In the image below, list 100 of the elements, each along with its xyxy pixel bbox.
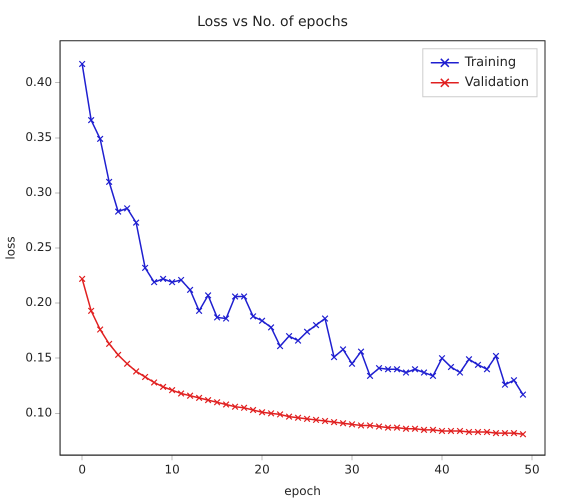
y-tick-label: 0.15 [25,350,52,364]
point [142,264,149,272]
point [492,430,500,437]
point [276,410,284,418]
point [358,348,364,356]
point [466,428,472,436]
point [456,369,464,376]
point [168,386,176,394]
point [520,391,526,398]
point [222,401,230,408]
point [214,314,221,321]
point [294,414,302,422]
point [268,324,274,331]
point [160,275,167,282]
point [196,307,203,314]
point [96,326,104,333]
point [484,428,490,436]
point [348,420,356,428]
point [150,278,158,286]
point [132,368,140,375]
point [88,307,95,314]
legend-label: Training [464,55,516,70]
point [322,418,328,424]
point [492,352,500,360]
point [448,364,454,370]
point [114,351,122,358]
point [438,428,446,434]
point [420,369,428,376]
point [96,135,104,142]
point [124,360,131,368]
point [366,372,374,380]
point [312,416,320,424]
point [250,406,257,414]
y-tick-label: 0.20 [25,295,52,310]
y-tick-label: 0.10 [25,405,52,420]
x-tick-label: 10 [164,462,180,477]
point [142,374,149,380]
point [376,364,382,372]
point [268,410,274,417]
point [358,422,364,429]
point [232,293,239,300]
point [240,293,248,300]
point [376,423,382,430]
x-tick-label: 50 [524,462,540,477]
point [150,379,158,386]
y-axis-title: loss [3,236,18,260]
point [294,337,302,344]
point [502,430,508,437]
point [168,278,176,286]
y-tick-label: 0.25 [25,240,52,254]
point [330,354,338,361]
point [348,360,356,368]
point [286,332,292,340]
point [402,369,410,376]
point [204,396,212,404]
point [258,317,266,324]
point [240,404,248,412]
point [466,356,472,363]
x-tick-label: 30 [344,462,360,477]
point [384,424,392,432]
point [276,342,284,350]
point [214,398,221,406]
y-tick-label: 0.40 [25,74,52,89]
point [340,420,346,427]
point [384,366,392,373]
point [448,428,454,434]
point [394,366,400,373]
point [402,425,410,432]
point [330,418,338,426]
point [250,312,257,320]
x-tick-label: 20 [254,462,270,477]
point [196,394,203,402]
point [484,366,490,373]
point [394,424,400,432]
point [474,428,482,436]
point [412,425,418,432]
point [160,383,167,390]
point [178,276,185,284]
point [106,178,113,186]
point [456,428,464,434]
point [204,292,212,299]
point [114,208,122,216]
point [78,275,86,282]
point [286,413,292,420]
y-tick-label: 0.30 [25,185,52,200]
point [510,430,518,437]
point [412,366,418,373]
point [322,315,328,322]
x-tick-label: 0 [78,462,86,477]
chart-title: Loss vs No. of epochs [197,14,348,30]
y-tick-label: 0.35 [25,130,52,144]
point [304,415,310,422]
legend-label: Validation [464,75,530,90]
point [258,408,266,416]
point [124,204,131,212]
point [430,372,436,380]
point [106,340,113,348]
point [232,403,239,410]
point [312,322,320,329]
point [502,381,508,388]
